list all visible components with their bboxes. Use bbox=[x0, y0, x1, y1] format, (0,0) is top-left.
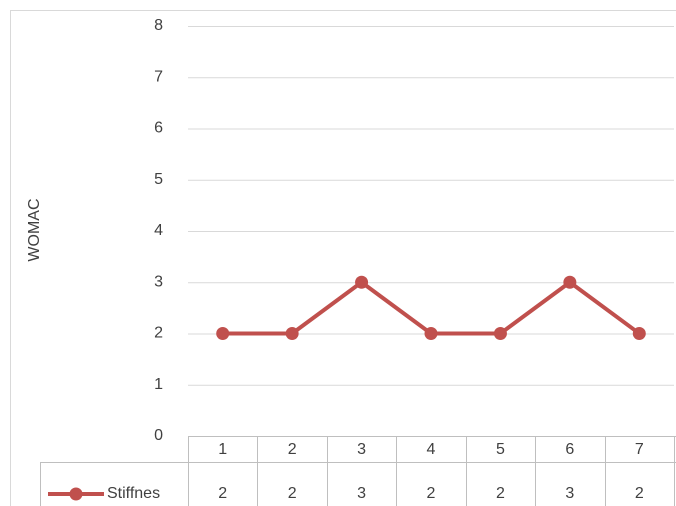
table-value: 2 bbox=[427, 485, 436, 502]
x-tick-label: 1 bbox=[218, 441, 227, 458]
x-tick-label: 6 bbox=[565, 441, 574, 458]
table-value: 2 bbox=[218, 485, 227, 502]
series-marker bbox=[216, 327, 230, 340]
y-axis-title: WOMAC bbox=[26, 198, 43, 261]
chart-frame bbox=[10, 10, 676, 506]
x-tick-label: 4 bbox=[427, 441, 436, 458]
legend-marker bbox=[69, 487, 83, 501]
y-tick-label: 0 bbox=[154, 427, 163, 444]
series-marker bbox=[285, 327, 299, 340]
table-value: 3 bbox=[357, 485, 366, 502]
series-marker bbox=[493, 327, 507, 340]
y-tick-label: 7 bbox=[154, 68, 163, 85]
table-value: 2 bbox=[635, 485, 644, 502]
y-tick-label: 2 bbox=[154, 325, 163, 342]
x-tick-label: 2 bbox=[288, 441, 297, 458]
series-marker bbox=[355, 275, 369, 289]
series-marker bbox=[632, 327, 646, 340]
table-value: 3 bbox=[565, 485, 574, 502]
y-tick-label: 5 bbox=[154, 171, 163, 188]
x-tick-label: 7 bbox=[635, 441, 644, 458]
y-tick-label: 3 bbox=[154, 273, 163, 290]
table-value: 2 bbox=[496, 485, 505, 502]
y-tick-label: 6 bbox=[154, 120, 163, 137]
x-tick-label: 3 bbox=[357, 441, 366, 458]
y-tick-label: 4 bbox=[154, 222, 163, 239]
y-tick-label: 8 bbox=[154, 17, 163, 34]
series-marker bbox=[563, 275, 577, 289]
table-value: 2 bbox=[288, 485, 297, 502]
series-line bbox=[222, 280, 641, 336]
y-tick-label: 1 bbox=[154, 376, 163, 393]
legend-label: Stiffnes bbox=[107, 485, 160, 502]
x-tick-label: 5 bbox=[496, 441, 505, 458]
series-marker bbox=[424, 327, 438, 340]
